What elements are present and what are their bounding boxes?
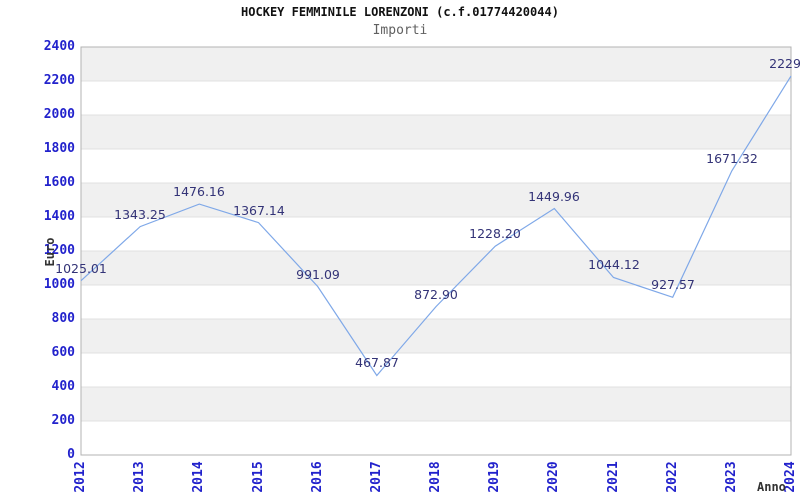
band	[81, 47, 791, 81]
y-axis-tick-label: 1200	[43, 243, 75, 258]
band	[81, 81, 791, 115]
data-point-label: 1044.12	[588, 257, 640, 272]
band	[81, 319, 791, 353]
chart-subtitle: Importi	[372, 23, 428, 38]
y-axis-tick-label: 400	[51, 379, 75, 394]
plot-border	[80, 46, 792, 456]
band	[81, 285, 791, 319]
x-axis-tick-label: 2018	[428, 461, 443, 493]
band	[81, 183, 791, 217]
chart-title: HOCKEY FEMMINILE LORENZONI (c.f.01774420…	[241, 5, 559, 19]
x-axis-tick-label: 2020	[546, 461, 561, 493]
y-axis-tick-label: 0	[67, 447, 75, 462]
data-point-label: 1476.16	[173, 184, 225, 199]
x-axis-tick-label: 2015	[251, 461, 266, 493]
data-point-label: 1367.14	[233, 203, 285, 218]
y-axis-tick-label: 1000	[43, 277, 75, 292]
data-point-label: 1449.96	[528, 189, 580, 204]
y-axis-tick-label: 1800	[43, 141, 75, 156]
x-axis-tick-label: 2013	[132, 461, 147, 493]
y-axis-tick-label: 2000	[43, 107, 75, 122]
data-point-label: 467.87	[355, 355, 399, 370]
x-axis-tick-label: 2012	[73, 461, 88, 493]
data-point-label: 927.57	[651, 277, 695, 292]
y-axis-tick-label: 200	[51, 413, 75, 428]
band	[81, 149, 791, 183]
band	[81, 421, 791, 455]
x-axis-tick-label: 2023	[724, 461, 739, 493]
x-axis-tick-label: 2014	[191, 461, 206, 493]
y-axis-tick-label: 1400	[43, 209, 75, 224]
data-line	[80, 75, 792, 377]
y-axis-tick-label: 800	[51, 311, 75, 326]
data-point-label: 1343.25	[114, 207, 166, 222]
data-point-label: 2229.1	[769, 56, 800, 71]
background-bands	[81, 47, 791, 455]
y-axis-tick-label: 1600	[43, 175, 75, 190]
x-axis-tick-label: 2019	[487, 461, 502, 493]
x-axis-tick-label: 2021	[606, 461, 621, 493]
y-axis-title: Euro	[43, 237, 57, 267]
x-axis-tick-label: 2017	[369, 461, 384, 493]
x-axis-tick-label: 2022	[665, 461, 680, 493]
data-point-label: 991.09	[296, 267, 340, 282]
band	[81, 251, 791, 285]
band	[81, 353, 791, 387]
data-point-label: 1671.32	[706, 151, 758, 166]
band	[81, 217, 791, 251]
band	[81, 387, 791, 421]
data-point-label: 1228.20	[469, 226, 521, 241]
x-axis-tick-label: 2016	[310, 461, 325, 493]
data-point-label: 872.90	[414, 287, 458, 302]
y-axis-tick-label: 600	[51, 345, 75, 360]
y-axis-tick-label: 2400	[43, 39, 75, 54]
band	[81, 115, 791, 149]
y-axis-tick-label: 2200	[43, 73, 75, 88]
x-axis-title: Anno	[757, 480, 786, 494]
data-point-label: 1025.01	[55, 261, 107, 276]
